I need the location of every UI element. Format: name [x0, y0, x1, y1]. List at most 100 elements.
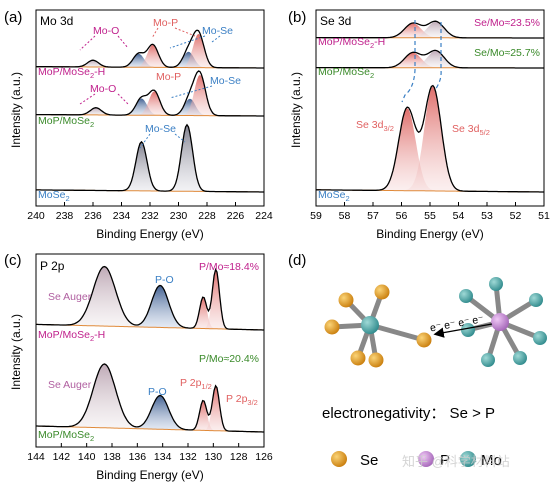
panel-c-x-ticks: 144 142 140 138 136 134 132 130 128 126	[27, 443, 273, 463]
panel-c-ratio-2: P/Mo≈20.4%	[199, 353, 259, 365]
x-tick-label: 226	[227, 210, 245, 222]
panel-a-letter: (a)	[4, 9, 22, 26]
x-tick-label: 142	[53, 451, 71, 463]
mo-atom	[481, 353, 495, 367]
x-tick-label: 55	[424, 210, 436, 222]
x-tick-label: 136	[129, 451, 147, 463]
panel-a-label-mop-2: Mo-P	[156, 71, 181, 83]
panel-b-ylabel: Intensity (a.u.)	[289, 72, 303, 148]
peak-component	[36, 45, 264, 68]
se-atom	[339, 293, 354, 308]
panel-c-sample-2: MoP/MoSe2	[38, 429, 94, 443]
x-tick-label: 53	[481, 210, 493, 222]
watermark: 知乎 @科学材料站	[402, 454, 510, 469]
panel-c-label-po-1: P-O	[155, 274, 174, 286]
x-tick-label: 51	[538, 210, 550, 222]
panel-a-sample-1: MoP/MoSe2-H	[38, 66, 105, 80]
mose-cluster	[325, 285, 432, 368]
panel-c-label-auger-2: Se Auger	[48, 379, 92, 391]
panel-b-label-3d52: Se 3d5/2	[452, 123, 490, 137]
x-tick-label: 54	[453, 210, 465, 222]
mo-atom	[529, 293, 543, 307]
x-tick-label: 59	[310, 210, 322, 222]
x-tick-label: 232	[141, 210, 159, 222]
p-atom	[491, 313, 509, 331]
panel-b-xlabel: Binding Energy (eV)	[376, 227, 483, 241]
panel-b-element-label: Se 3d	[320, 14, 351, 28]
peak-component	[36, 142, 264, 192]
x-tick-label: 228	[198, 210, 216, 222]
x-tick-label: 236	[84, 210, 102, 222]
peak-component	[36, 91, 264, 116]
panel-a-spectra	[36, 30, 264, 192]
panel-a-xlabel: Binding Energy (eV)	[96, 227, 203, 241]
se-atom	[417, 333, 432, 348]
panel-a-sample-2: MoP/MoSe2	[38, 115, 94, 129]
mo-atom	[361, 316, 379, 334]
legend-se-icon	[331, 451, 347, 467]
x-tick-label: 126	[255, 451, 273, 463]
x-tick-label: 238	[56, 210, 74, 222]
panel-c-ratio-1: P/Mo≈18.4%	[199, 261, 259, 273]
electron-label: e⁻ e⁻ e⁻ e⁻	[429, 313, 485, 334]
panel-a-label-mop-1: Mo-P	[153, 17, 178, 29]
x-tick-label: 56	[396, 210, 408, 222]
panel-c-sample-1: MoP/MoSe2-H	[38, 329, 105, 343]
x-tick-label: 134	[154, 451, 172, 463]
panel-b-ratio-1: Se/Mo≈23.5%	[474, 17, 540, 29]
panel-c-letter: (c)	[4, 252, 22, 269]
peak-component	[316, 86, 544, 192]
panel-a-sample-3: MoSe2	[38, 189, 70, 203]
panel-a-label-mose-1: Mo-Se	[202, 25, 233, 37]
x-tick-label: 128	[230, 451, 248, 463]
mo-atom	[459, 289, 473, 303]
panel-a-element-label: Mo 3d	[40, 14, 73, 28]
panel-a-label-mose-3: Mo-Se	[145, 123, 176, 135]
x-tick-label: 224	[255, 210, 273, 222]
se-atom	[375, 285, 390, 300]
panel-c-label-p2p12: P 2p1/2	[180, 377, 212, 391]
se-atom	[325, 320, 340, 335]
legend-se-label: Se	[360, 452, 378, 469]
panel-a-label-moo-1: Mo-O	[93, 25, 119, 37]
x-tick-label: 138	[103, 451, 121, 463]
se-atom	[351, 351, 366, 366]
panel-b-letter: (b)	[288, 9, 306, 26]
panel-d: (d)	[288, 252, 547, 469]
panel-a-label-moo-2: Mo-O	[90, 83, 116, 95]
mo-atom	[489, 277, 503, 291]
panel-c-label-po-2: P-O	[148, 386, 167, 398]
panel-b-sample-2: MoP/MoSe2	[318, 66, 374, 80]
se-atom	[369, 353, 384, 368]
panel-c-label-auger-1: Se Auger	[48, 291, 92, 303]
panel-b-sample-1: MoP/MoSe2-H	[318, 36, 385, 50]
panel-a: (a) Mo 3d 240 238 236 234 232 230 228 226 224 Bi…	[4, 9, 273, 241]
panel-b-sample-3: MoSe2	[318, 189, 350, 203]
mo-atom	[533, 331, 547, 345]
mo-atom	[513, 351, 527, 365]
panel-c-xlabel: Binding Energy (eV)	[96, 468, 203, 482]
x-tick-label: 240	[27, 210, 45, 222]
panel-a-ylabel: Intensity (a.u.)	[9, 72, 23, 148]
x-tick-label: 234	[113, 210, 131, 222]
panel-b-ratio-2: Se/Mo≈25.7%	[474, 47, 540, 59]
panel-c-element-label: P 2p	[40, 259, 65, 273]
panel-b-label-3d32: Se 3d3/2	[356, 119, 394, 133]
x-tick-label: 130	[205, 451, 223, 463]
x-tick-label: 230	[170, 210, 188, 222]
x-tick-label: 140	[78, 451, 96, 463]
x-tick-label: 58	[339, 210, 351, 222]
x-tick-label: 132	[179, 451, 197, 463]
panel-d-letter: (d)	[288, 252, 306, 269]
panel-a-x-ticks: 240 238 236 234 232 230 228 226 224	[27, 202, 273, 222]
x-tick-label: 144	[27, 451, 45, 463]
electronegativity-text: electronegativity： Se > P	[322, 405, 495, 422]
x-tick-label: 52	[510, 210, 522, 222]
panel-c-label-p2p32: P 2p3/2	[226, 393, 258, 407]
panel-c-ylabel: Intensity (a.u.)	[9, 314, 23, 390]
panel-a-label-mose-2: Mo-Se	[210, 75, 241, 87]
